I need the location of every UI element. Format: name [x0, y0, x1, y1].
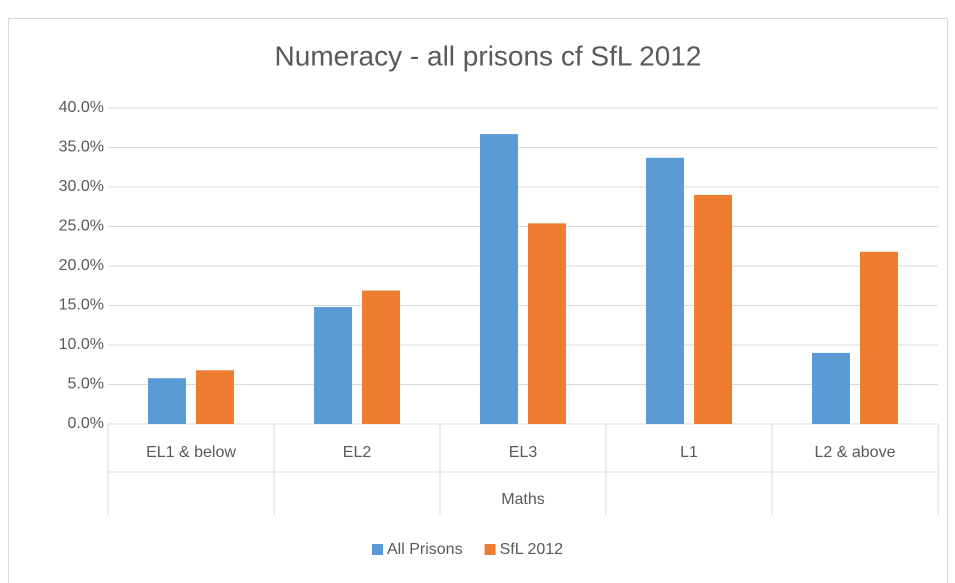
x-tick-label: L1 [680, 444, 698, 461]
x-group-label: Maths [501, 491, 545, 508]
bar [314, 307, 352, 424]
bar [528, 223, 566, 424]
x-tick-label: EL2 [343, 444, 372, 461]
x-tick-label: EL1 & below [146, 444, 236, 461]
legend-label: All Prisons [387, 541, 463, 558]
y-tick-label: 15.0% [59, 297, 104, 314]
bar [812, 352, 850, 424]
chart-frame [8, 18, 948, 583]
y-tick-label: 20.0% [59, 257, 104, 274]
bar [480, 134, 518, 424]
y-tick-label: 30.0% [59, 178, 104, 195]
y-tick-label: 0.0% [68, 415, 104, 432]
y-tick-label: 25.0% [59, 218, 104, 235]
y-tick-label: 10.0% [59, 336, 104, 353]
legend-swatch [484, 544, 496, 555]
y-tick-label: 5.0% [68, 376, 104, 393]
chart-title: Numeracy - all prisons cf SfL 2012 [275, 40, 702, 71]
y-tick-label: 35.0% [59, 139, 104, 156]
y-tick-label: 40.0% [59, 99, 104, 116]
bar [362, 290, 400, 424]
bar [860, 251, 898, 424]
bar [694, 194, 732, 424]
bar [148, 378, 186, 424]
x-tick-label: L2 & above [815, 444, 896, 461]
x-tick-label: EL3 [509, 444, 538, 461]
legend-swatch [372, 544, 383, 555]
bar [646, 157, 684, 424]
bar [196, 370, 234, 424]
legend-label: SfL 2012 [500, 541, 564, 558]
